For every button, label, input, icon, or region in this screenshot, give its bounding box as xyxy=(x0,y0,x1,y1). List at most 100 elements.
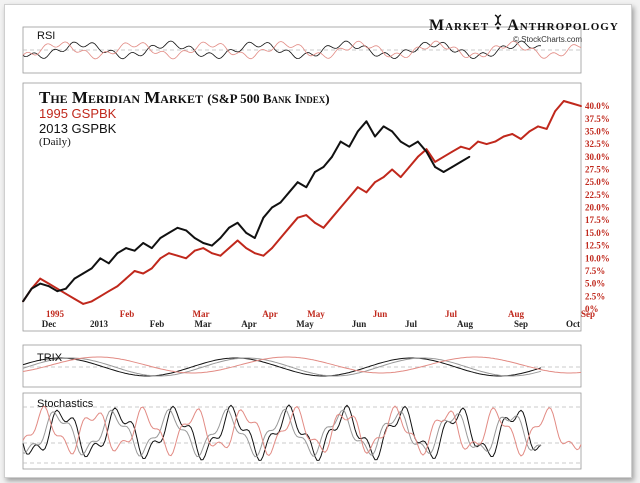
point-1995 xyxy=(520,138,522,140)
rsi-label: RSI xyxy=(37,30,56,42)
x-tick-label-1995: Apr xyxy=(262,309,278,319)
rsi-line-2013 xyxy=(22,40,542,60)
point-1995 xyxy=(288,226,291,229)
point-2013 xyxy=(73,277,76,280)
point-1995 xyxy=(339,206,342,209)
point-2013 xyxy=(202,242,205,244)
brand-title: Market Anthropology xyxy=(429,14,619,35)
point-1995 xyxy=(116,285,119,288)
point-2013 xyxy=(356,130,359,133)
point-1995 xyxy=(193,249,196,252)
point-1995 xyxy=(408,166,411,168)
chart-frequency: (Daily) xyxy=(39,136,71,148)
point-1995 xyxy=(365,191,368,194)
point-2013 xyxy=(468,155,471,158)
point-1995 xyxy=(185,257,188,260)
point-1995 xyxy=(322,226,325,229)
x-tick-label-2013: 2013 xyxy=(90,319,109,329)
point-1995 xyxy=(571,102,574,105)
point-2013 xyxy=(459,160,462,163)
point-1995 xyxy=(279,237,282,239)
point-1995 xyxy=(56,287,59,290)
point-2013 xyxy=(288,191,291,194)
point-1995 xyxy=(133,270,136,272)
credit-text: © StockCharts.com xyxy=(513,35,583,44)
point-2013 xyxy=(39,282,42,285)
trix-panel-frame xyxy=(22,344,582,388)
series-line-2013 xyxy=(22,120,470,302)
point-1995 xyxy=(545,128,548,130)
point-2013 xyxy=(245,232,248,234)
point-2013 xyxy=(133,249,136,252)
point-2013 xyxy=(408,145,411,148)
point-1995 xyxy=(562,100,565,102)
point-2013 xyxy=(313,171,316,173)
y-tick-label: 12.5% xyxy=(585,241,610,251)
series-line-1995 xyxy=(22,100,582,305)
x-tick-label-1995: Jun xyxy=(373,309,388,319)
point-1995 xyxy=(99,295,102,298)
y-tick-label: 2.5% xyxy=(585,291,605,301)
point-2013 xyxy=(99,257,102,260)
x-tick-label-2013: Mar xyxy=(195,319,212,329)
point-1995 xyxy=(511,133,514,135)
chart-title: The Meridian Market (S&P 500 Bank Index) xyxy=(39,88,330,108)
point-1995 xyxy=(150,267,153,270)
stoch-label: Stochastics xyxy=(37,398,94,410)
y-tick-label: 37.5% xyxy=(585,114,610,124)
point-2013 xyxy=(416,140,419,143)
point-1995 xyxy=(236,239,239,242)
point-2013 xyxy=(193,237,196,239)
point-2013 xyxy=(399,140,402,143)
x-tick-label-1995: Jul xyxy=(445,309,458,319)
x-tick-label-1995: Feb xyxy=(120,309,135,319)
point-1995 xyxy=(391,168,394,171)
point-2013 xyxy=(142,242,145,244)
point-1995 xyxy=(168,252,170,255)
point-1995 xyxy=(502,135,505,138)
point-2013 xyxy=(168,232,170,234)
point-2013 xyxy=(279,201,282,204)
point-2013 xyxy=(442,171,445,173)
point-1995 xyxy=(90,300,93,303)
point-1995 xyxy=(202,247,205,250)
point-2013 xyxy=(382,125,385,128)
point-1995 xyxy=(434,160,436,163)
legend-1995: 1995 GSPBK xyxy=(39,106,117,121)
stoch-line-1995 xyxy=(22,405,582,457)
y-tick-label: 5.0% xyxy=(585,279,605,289)
point-2013 xyxy=(47,285,50,288)
point-2013 xyxy=(82,272,84,275)
point-1995 xyxy=(245,247,248,250)
point-1995 xyxy=(451,150,454,153)
y-tick-label: 15.0% xyxy=(585,228,610,238)
point-1995 xyxy=(176,254,179,257)
point-2013 xyxy=(107,262,110,265)
point-2013 xyxy=(434,166,436,168)
y-tick-label: 40.0% xyxy=(585,101,610,111)
legend-2013: 2013 GSPBK xyxy=(39,121,117,136)
point-1995 xyxy=(125,277,127,280)
y-tick-label: 17.5% xyxy=(585,215,610,225)
chart-canvas: 0% 2.5% 5.0% 7.5% 10.0% 12.5% 15.0% 17.5% 20.0% 2… xyxy=(22,26,610,470)
trix-label: TRIX xyxy=(37,352,63,364)
point-2013 xyxy=(116,252,119,255)
point-2013 xyxy=(150,247,153,250)
point-2013 xyxy=(365,120,368,123)
point-1995 xyxy=(296,216,299,219)
trix-line-1995 xyxy=(22,356,582,374)
point-1995 xyxy=(313,221,316,224)
point-2013 xyxy=(253,237,256,239)
point-2013 xyxy=(236,221,239,224)
point-1995 xyxy=(65,292,67,295)
point-2013 xyxy=(176,226,179,229)
y-tick-label: 7.5% xyxy=(585,266,605,276)
x-tick-label-2013: Sep xyxy=(514,319,528,329)
point-2013 xyxy=(90,267,93,270)
point-2013 xyxy=(339,140,342,143)
point-1995 xyxy=(485,143,488,146)
point-2013 xyxy=(30,287,33,290)
x-tick-label-1995: May xyxy=(307,309,325,319)
point-2013 xyxy=(322,166,325,168)
x-tick-label-2013: May xyxy=(296,319,314,329)
